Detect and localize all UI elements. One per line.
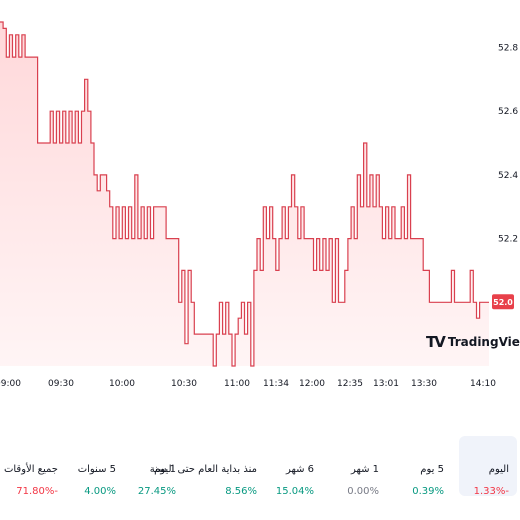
y-tick-label: 52.4 <box>498 171 518 181</box>
period-label: 1 سنة <box>149 464 176 475</box>
tradingview-wordmark: TradingView <box>447 335 520 349</box>
x-tick-label: 12:35 <box>337 379 363 389</box>
period-change: 71.80%- <box>16 486 58 497</box>
period-tab[interactable]: 1 شهر 0.00% <box>329 436 387 497</box>
period-change: 8.56% <box>225 486 257 497</box>
tradingview-logo-icon: TV <box>426 333 446 351</box>
period-tab[interactable]: جميع الأوقات 71.80%- <box>4 436 66 497</box>
period-tab[interactable]: 5 سنوات 4.00% <box>66 436 124 497</box>
x-tick-label: 11:34 <box>263 379 289 389</box>
y-tick-label: 52.8 <box>498 44 518 54</box>
y-tick-label: 52.6 <box>498 107 518 117</box>
period-tab[interactable]: 1 سنة 27.45% <box>126 436 184 497</box>
period-change: 0.39% <box>412 486 444 497</box>
period-tab[interactable]: اليوم 1.33%- <box>459 436 517 497</box>
x-tick-label: 10:30 <box>171 379 197 389</box>
period-tab[interactable]: 6 شهر 15.04% <box>264 436 322 497</box>
x-tick-label: 13:30 <box>411 379 437 389</box>
x-tick-label: 09:30 <box>48 379 74 389</box>
x-tick-label: 14:10 <box>470 379 496 389</box>
x-tick-label: 13:01 <box>373 379 399 389</box>
period-label: 6 شهر <box>285 464 314 475</box>
period-change: 15.04% <box>275 486 314 497</box>
last-price-label: 52.0 <box>493 298 513 307</box>
period-label: 5 سنوات <box>77 464 116 475</box>
period-tab[interactable]: 5 يوم 0.39% <box>394 436 452 497</box>
last-price-badge <box>492 294 514 310</box>
x-tick-label: 12:00 <box>299 379 325 389</box>
x-tick-label: 11:00 <box>224 379 250 389</box>
x-tick-label: 09:00 <box>0 379 21 389</box>
period-label: جميع الأوقات <box>3 464 58 475</box>
period-label: 1 شهر <box>350 464 379 475</box>
period-change: 27.45% <box>137 486 176 497</box>
period-label: اليوم <box>488 464 509 475</box>
y-tick-label: 52.2 <box>498 235 518 245</box>
price-chart[interactable]: 52.8 52.6 52.4 52.2 52.0 09:00 09:30 10:00 10:30… <box>0 0 520 400</box>
price-area-fill <box>0 22 489 366</box>
period-change: 4.00% <box>84 486 116 497</box>
period-label: 5 يوم <box>420 464 444 475</box>
period-change: 1.33%- <box>473 486 509 497</box>
period-tab[interactable]: منذ بداية العام حتى اليوم 8.56% <box>154 436 265 497</box>
period-label: منذ بداية العام حتى اليوم <box>154 464 257 475</box>
performance-periods: اليوم 1.33%- 5 يوم 0.39% 1 شهر 0.00% 6 شهر 15.0… <box>0 436 520 497</box>
x-tick-label: 10:00 <box>109 379 135 389</box>
price-line[interactable] <box>0 21 489 367</box>
period-change: 0.00% <box>347 486 379 497</box>
tradingview-logo[interactable]: TV TradingView <box>426 333 520 351</box>
